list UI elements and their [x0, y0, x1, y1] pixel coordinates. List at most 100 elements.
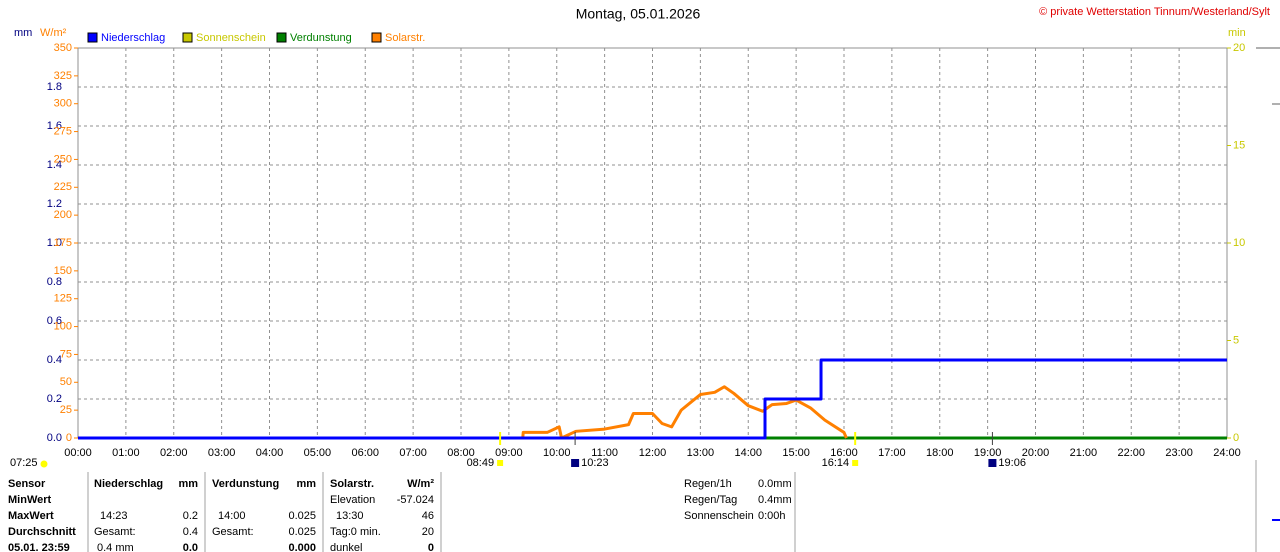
y3-tick-label: 0 [1233, 432, 1239, 444]
y2-tick-label: 250 [54, 153, 72, 165]
x-tick-label: 19:00 [974, 447, 1002, 459]
x-tick-label: 09:00 [495, 447, 523, 459]
x-tick-label: 15:00 [782, 447, 810, 459]
table-cell: 0.000 [288, 542, 316, 552]
table-cell: 0.025 [288, 526, 316, 538]
sun-dot [40, 460, 48, 468]
x-tick-label: 01:00 [112, 447, 140, 459]
table-cell: 0.0 [183, 542, 198, 552]
table-cell: Durchschnitt [8, 526, 76, 538]
summary-value: 0.4mm [758, 494, 792, 506]
y-tick-label: 1.2 [47, 198, 62, 210]
y2-tick-label: 275 [54, 125, 72, 137]
table-cell: -57.024 [397, 494, 434, 506]
y3-tick-label: 20 [1233, 42, 1245, 54]
table-cell: 13:30 [336, 510, 364, 522]
summary-value: 0.0mm [758, 478, 792, 490]
x-tick-label: 10:00 [543, 447, 571, 459]
series-line [78, 358, 1227, 440]
legend-swatch [87, 32, 98, 43]
time-label: 10:23 [581, 457, 609, 469]
y2-tick-label: 200 [54, 209, 72, 221]
y2-tick-label: 0 [66, 432, 72, 444]
y2-tick-label: 25 [60, 404, 72, 416]
table-cell: 0.4 mm [97, 542, 134, 552]
time-label: 08:49 [467, 457, 495, 469]
sun-marker [497, 460, 504, 466]
moon-marker [571, 459, 580, 467]
x-tick-label: 05:00 [304, 447, 332, 459]
table-cell: Tag:0 min. [330, 526, 381, 538]
table-cell: Elevation [330, 494, 375, 506]
table-cell: dunkel [330, 542, 362, 552]
x-tick-label: 22:00 [1117, 447, 1145, 459]
x-tick-label: 08:00 [447, 447, 475, 459]
time-label: 16:14 [822, 457, 850, 469]
time-label: 07:25 [10, 457, 38, 469]
legend-label: Verdunstung [290, 32, 352, 44]
legend-swatch [371, 32, 382, 43]
table-cell: 46 [422, 510, 434, 522]
x-tick-label: 18:00 [926, 447, 954, 459]
x-tick-label: 17:00 [878, 447, 906, 459]
x-tick-label: 14:00 [734, 447, 762, 459]
x-tick-label: 21:00 [1070, 447, 1098, 459]
y2-axis-label: W/m² [40, 27, 67, 39]
x-tick-label: 24:00 [1213, 447, 1241, 459]
x-tick-label: 00:00 [64, 447, 92, 459]
summary-value: 0:00h [758, 510, 786, 522]
table-cell: 14:00 [218, 510, 246, 522]
x-tick-label: 04:00 [256, 447, 284, 459]
table-cell: 14:23 [100, 510, 128, 522]
y2-tick-label: 75 [60, 348, 72, 360]
series-line [521, 385, 848, 440]
table-cell: 05.01. 23:59 [8, 542, 70, 552]
y3-axis-label: min [1228, 27, 1246, 39]
x-tick-label: 20:00 [1022, 447, 1050, 459]
x-tick-label: 23:00 [1165, 447, 1193, 459]
y2-tick-label: 50 [60, 376, 72, 388]
summary-label: Regen/1h [684, 478, 732, 490]
table-cell: Gesamt: [94, 526, 136, 538]
x-tick-label: 06:00 [351, 447, 379, 459]
y3-tick-label: 5 [1233, 334, 1239, 346]
sun-marker [852, 460, 859, 466]
x-tick-label: 02:00 [160, 447, 188, 459]
y-tick-label: 0.2 [47, 393, 62, 405]
legend-swatch [276, 32, 287, 43]
x-tick-label: 16:00 [830, 447, 858, 459]
y2-tick-label: 125 [54, 293, 72, 305]
table-cell: 0 [428, 542, 434, 552]
y-tick-label: 1.4 [47, 159, 62, 171]
table-cell: 0.025 [288, 510, 316, 522]
y2-tick-label: 225 [54, 181, 72, 193]
table-cell: Niederschlag [94, 478, 163, 490]
y3-tick-label: 10 [1233, 237, 1245, 249]
legend-swatch [182, 32, 193, 43]
y2-tick-label: 350 [54, 42, 72, 54]
table-cell: MaxWert [8, 510, 54, 522]
table-cell: mm [296, 478, 316, 490]
copyright: © private Wetterstation Tinnum/Westerlan… [1039, 6, 1270, 18]
table-cell: 20 [422, 526, 434, 538]
x-tick-label: 13:00 [687, 447, 715, 459]
x-tick-label: 11:00 [591, 447, 618, 459]
y-tick-label: 1.0 [47, 237, 62, 249]
y2-tick-label: 175 [54, 237, 72, 249]
x-tick-label: 03:00 [208, 447, 236, 459]
y-axis-label: mm [14, 27, 32, 39]
table-cell: Solarstr. [330, 478, 374, 490]
x-tick-label: 12:00 [639, 447, 667, 459]
table-cell: W/m² [407, 478, 434, 490]
summary-label: Regen/Tag [684, 494, 737, 506]
time-label: 19:06 [998, 457, 1026, 469]
y3-tick-label: 15 [1233, 139, 1245, 151]
table-cell: 0.2 [183, 510, 198, 522]
table-cell: mm [178, 478, 198, 490]
table-cell: Verdunstung [212, 478, 279, 490]
table-cell: Sensor [8, 478, 46, 490]
summary-label: Sonnenschein [684, 510, 754, 522]
legend-label: Solarstr. [385, 32, 425, 44]
y2-tick-label: 150 [54, 265, 72, 277]
